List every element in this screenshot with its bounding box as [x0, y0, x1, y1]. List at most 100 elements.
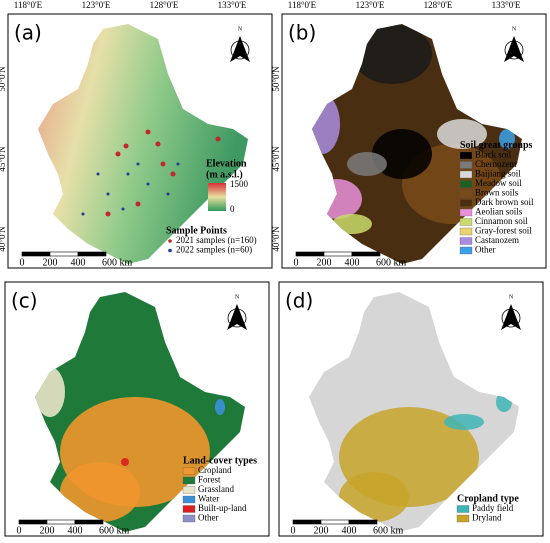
elevation-min: 0	[230, 204, 235, 214]
north-label: N	[512, 26, 517, 32]
legend-label: Baijiang soil	[475, 169, 521, 179]
legend-label: Castanozem	[475, 235, 519, 245]
legend-swatch	[182, 476, 196, 485]
legend-label: Other	[198, 513, 219, 523]
latitude-label: 40°0'N	[0, 226, 7, 252]
elevation-colorbar	[208, 183, 226, 211]
cropland-patch	[339, 472, 409, 522]
elevation-title: Elevation	[206, 158, 247, 169]
scale-bar-label: 400	[71, 257, 86, 268]
legend-label: Paddy field	[472, 503, 514, 513]
legend-swatch	[459, 227, 473, 236]
legend-swatch	[182, 486, 196, 494]
elevation-subtitle: (m a.s.l.)	[206, 169, 243, 180]
sample-point	[160, 161, 166, 167]
latitude-label: 45°0'N	[0, 146, 7, 172]
panel-label: (a)	[14, 21, 42, 45]
sample-point	[105, 211, 111, 217]
legend-title: Sample Points	[166, 225, 227, 236]
cropland-texture	[339, 392, 512, 522]
north-arrow-ring	[227, 308, 247, 328]
legend-title: Cropland type	[457, 493, 519, 504]
legend-swatch	[459, 218, 473, 226]
longitude-label: 123°0'E	[356, 0, 385, 10]
sample-point	[135, 201, 141, 207]
scale-bar-segment	[21, 251, 51, 257]
legend-label: Meadow soil	[475, 178, 522, 188]
scale-bar-segment	[18, 519, 48, 525]
landcover-texture	[35, 367, 225, 522]
legend-label: Dryland	[472, 513, 502, 523]
scale-bar-segment	[323, 251, 353, 257]
scale-bar-label: 0	[17, 525, 22, 536]
scale-bar-label: 600 km	[99, 525, 130, 536]
panel-label: (b)	[288, 21, 316, 45]
north-label: N	[509, 294, 514, 300]
latitude-label: 50°0'N	[271, 66, 281, 92]
legend-label: Grassland	[198, 484, 234, 494]
north-label: N	[238, 26, 243, 32]
landcover-patch	[215, 399, 225, 415]
latitude-label: 50°0'N	[0, 66, 7, 92]
scale-bar-label: 0	[20, 257, 25, 268]
scale-bar-label: 0	[291, 525, 296, 536]
sample-point	[106, 192, 110, 196]
legend-swatch	[456, 505, 470, 513]
legend-label: Water	[198, 494, 219, 504]
legend-label: Built-up-land	[198, 503, 247, 513]
map-panel: 118°0'E 123°0'E 128°0'E 133°0'E 50°0'N 45°0'N…	[271, 0, 547, 269]
scale-bar-label: 200	[314, 525, 329, 536]
legend-swatch	[459, 151, 473, 160]
sample-point	[136, 162, 140, 166]
sample-point	[126, 172, 130, 176]
scale-bar-label: 200	[317, 257, 332, 268]
sample-point	[115, 151, 121, 157]
soil-patch	[352, 24, 432, 84]
north-arrow	[227, 304, 247, 330]
scale-bar-segment	[46, 519, 76, 525]
sample-point	[176, 162, 180, 166]
legend-swatch	[168, 248, 172, 253]
scale-bar-label: 200	[43, 257, 58, 268]
scale-bar-label: 400	[345, 257, 360, 268]
legend-label: Other	[475, 245, 496, 255]
legend-swatch	[459, 180, 473, 188]
scale-bar-segment	[295, 251, 325, 257]
landcover-patch	[60, 462, 140, 522]
sample-point	[155, 141, 161, 147]
sample-point	[123, 143, 129, 149]
north-arrow	[504, 36, 524, 62]
legend-swatch	[459, 170, 473, 179]
legend-swatch	[459, 189, 473, 198]
legend-label: Forest	[198, 475, 221, 485]
legend-label: Gray-forest soil	[475, 226, 532, 236]
north-arrow	[230, 36, 250, 62]
legend-label: Black soil	[475, 150, 512, 160]
scale-bar-label: 600 km	[376, 257, 407, 268]
scale-bar-label: 600 km	[102, 257, 133, 268]
longitude-label: 128°0'E	[150, 0, 179, 10]
soil-patch	[347, 152, 387, 176]
soil-patch	[437, 119, 487, 149]
sample-point	[121, 207, 125, 211]
sample-point	[166, 192, 170, 196]
legend-swatch	[456, 514, 470, 523]
scale-bar-label: 600 km	[373, 525, 404, 536]
sample-point	[146, 182, 150, 186]
legend-swatch	[182, 467, 196, 475]
scale-bar-segment	[348, 519, 378, 525]
longitude-label: 133°0'E	[492, 0, 521, 10]
legend-title: Land-cover types	[183, 455, 257, 466]
longitude-label: 133°0'E	[218, 0, 247, 10]
soil-patch	[372, 129, 432, 179]
panel-label: (c)	[11, 289, 38, 313]
sample-point	[215, 136, 221, 142]
scale-bar-segment	[320, 519, 350, 525]
legend-label: 2022 samples (n=60)	[176, 245, 252, 255]
legend-label: Cinnamon soil	[475, 216, 528, 226]
legend-swatch	[182, 495, 196, 504]
legend-label: Brown soils	[475, 188, 519, 198]
longitude-label: 123°0'E	[82, 0, 111, 10]
legend-swatch	[459, 199, 473, 207]
legend-swatch	[459, 208, 473, 217]
